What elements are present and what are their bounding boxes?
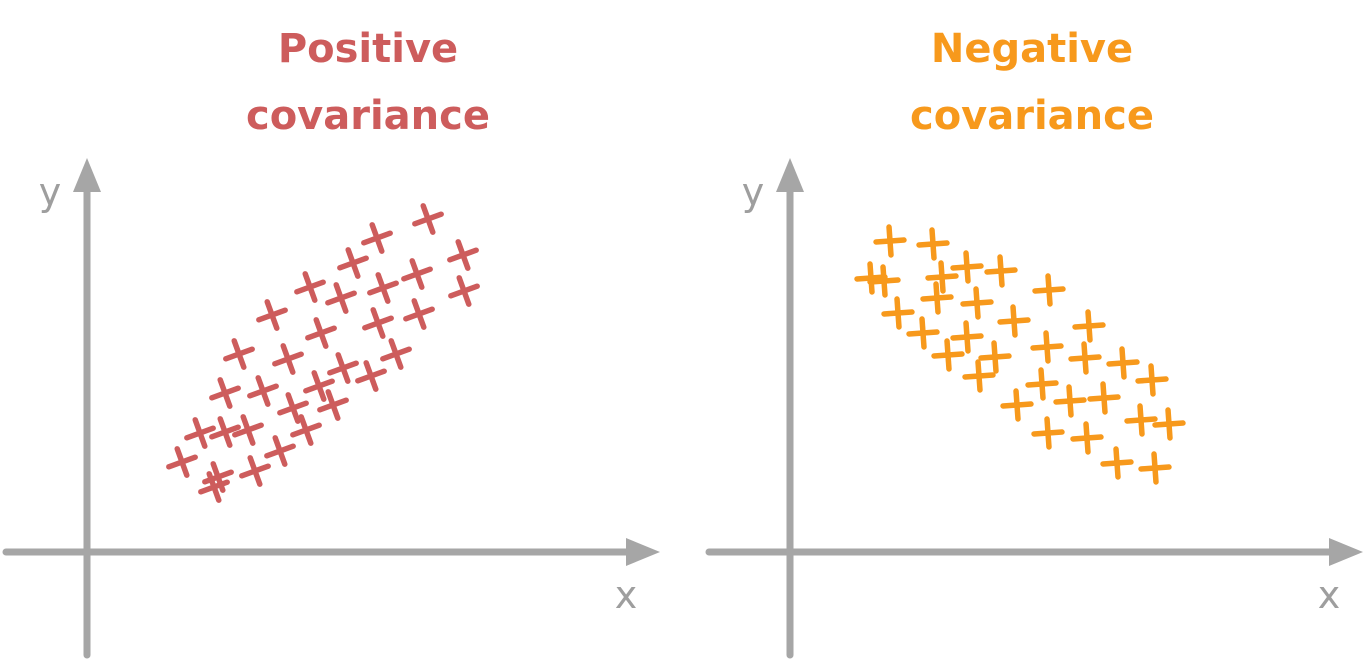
plus-marker — [978, 340, 1012, 374]
x-axis-arrow-icon — [626, 538, 660, 566]
plus-marker — [272, 343, 304, 375]
plus-marker — [380, 338, 412, 370]
y-axis-arrow-icon — [776, 158, 804, 192]
plus-marker — [1030, 330, 1064, 364]
plus-marker — [925, 260, 959, 294]
plus-marker — [447, 239, 479, 271]
plus-marker — [950, 250, 984, 284]
x-axis-arrow-icon — [1329, 538, 1363, 566]
plus-marker — [873, 224, 907, 258]
plus-marker — [303, 370, 335, 402]
plus-marker — [355, 360, 387, 392]
plus-marker — [1031, 416, 1065, 450]
plus-marker — [239, 455, 271, 487]
x-axis-label: x — [615, 573, 638, 617]
plus-marker — [290, 414, 322, 446]
plus-marker — [854, 261, 888, 295]
plus-marker — [361, 222, 393, 254]
plus-marker — [1106, 346, 1140, 380]
y-axis-arrow-icon — [73, 158, 101, 192]
positive-covariance-panel: Positive covariance y x — [2, 26, 660, 659]
plus-marker — [1053, 384, 1087, 418]
plus-marker — [223, 338, 255, 370]
plus-marker — [931, 338, 965, 372]
plus-marker — [867, 264, 901, 298]
plus-marker — [1100, 446, 1134, 480]
panel-title-line-2: covariance — [910, 93, 1154, 139]
plus-marker — [403, 298, 435, 330]
plus-marker — [412, 203, 444, 235]
plus-marker — [198, 471, 230, 503]
plus-marker — [984, 254, 1018, 288]
plus-marker — [277, 392, 309, 424]
plus-marker — [1087, 381, 1121, 415]
y-axis-label: y — [39, 170, 62, 214]
plus-marker — [1138, 451, 1172, 485]
plus-marker — [1070, 421, 1104, 455]
plus-marker — [1135, 363, 1169, 397]
plus-marker — [264, 435, 296, 467]
plus-marker — [294, 271, 326, 303]
panel-title-line-2: covariance — [246, 93, 490, 139]
plus-marker — [906, 316, 940, 350]
plus-marker — [1068, 341, 1102, 375]
plus-marker — [448, 275, 480, 307]
x-axis-label: x — [1318, 573, 1341, 617]
plus-marker — [960, 286, 994, 320]
panel-title-line-1: Positive — [278, 26, 458, 72]
plus-marker — [881, 296, 915, 330]
plus-marker — [997, 304, 1031, 338]
plus-marker — [916, 227, 950, 261]
plus-marker — [209, 416, 241, 448]
plus-marker — [950, 320, 984, 354]
plus-marker — [325, 282, 357, 314]
plus-marker — [401, 258, 433, 290]
plus-marker — [920, 281, 954, 315]
plus-marker — [327, 352, 359, 384]
plus-marker — [166, 446, 198, 478]
positive-points — [166, 203, 480, 503]
plus-marker — [256, 299, 288, 331]
plus-marker — [1000, 388, 1034, 422]
panel-title-line-1: Negative — [931, 26, 1133, 72]
plus-marker — [1025, 367, 1059, 401]
negative-covariance-panel: Negative covariance y x — [705, 26, 1363, 659]
plus-marker — [209, 377, 241, 409]
plus-marker — [962, 359, 996, 393]
plus-marker — [247, 375, 279, 407]
negative-points — [854, 224, 1186, 485]
plus-marker — [367, 272, 399, 304]
plus-marker — [1032, 273, 1066, 307]
plus-marker — [1072, 309, 1106, 343]
plus-marker — [1124, 403, 1158, 437]
plus-marker — [317, 389, 349, 421]
plus-marker — [337, 247, 369, 279]
plus-marker — [362, 307, 394, 339]
plus-marker — [1152, 407, 1186, 441]
y-axis-label: y — [742, 170, 765, 214]
plus-marker — [232, 414, 264, 446]
plus-marker — [305, 317, 337, 349]
plus-marker — [184, 417, 216, 449]
